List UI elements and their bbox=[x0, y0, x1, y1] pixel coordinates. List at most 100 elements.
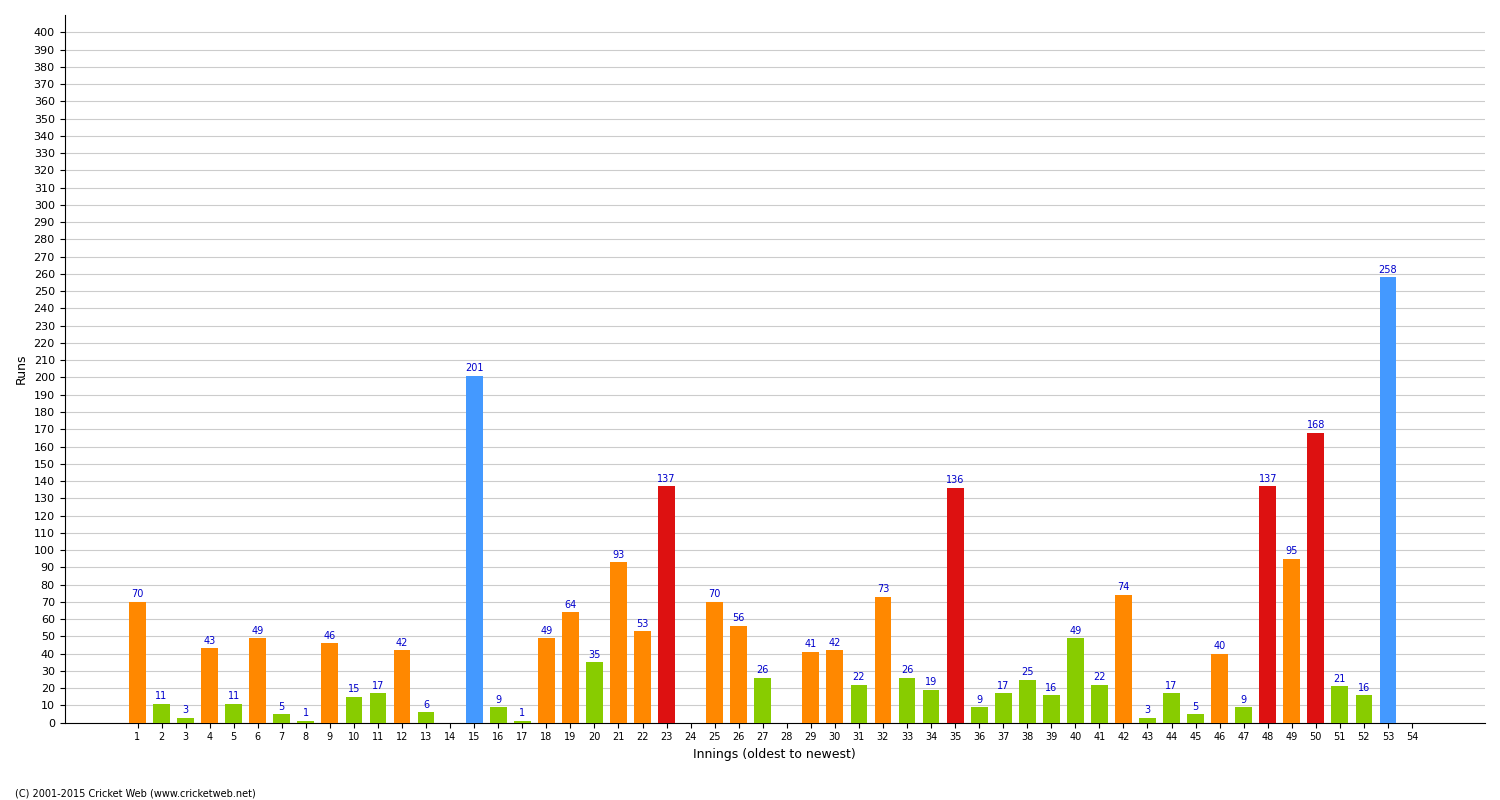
Bar bbox=[994, 694, 1011, 722]
Bar bbox=[827, 650, 843, 722]
Text: 70: 70 bbox=[132, 590, 144, 599]
Text: 17: 17 bbox=[372, 681, 384, 690]
Text: 17: 17 bbox=[1166, 681, 1178, 690]
Bar bbox=[1210, 654, 1228, 722]
Bar bbox=[225, 704, 242, 722]
Bar bbox=[610, 562, 627, 722]
Bar bbox=[1042, 695, 1059, 722]
Text: 201: 201 bbox=[465, 363, 483, 373]
Text: 9: 9 bbox=[1240, 694, 1246, 705]
Text: 16: 16 bbox=[1046, 682, 1058, 693]
Bar bbox=[730, 626, 747, 722]
Bar bbox=[466, 376, 483, 722]
Text: 95: 95 bbox=[1286, 546, 1298, 556]
Text: 56: 56 bbox=[732, 614, 746, 623]
Text: 49: 49 bbox=[540, 626, 552, 635]
Bar bbox=[201, 649, 217, 722]
Bar bbox=[129, 602, 146, 722]
Bar bbox=[1138, 718, 1156, 722]
Text: 137: 137 bbox=[1258, 474, 1276, 484]
Text: 11: 11 bbox=[228, 691, 240, 701]
Text: 168: 168 bbox=[1306, 420, 1324, 430]
Text: 15: 15 bbox=[348, 684, 360, 694]
Text: 74: 74 bbox=[1118, 582, 1130, 592]
Text: 35: 35 bbox=[588, 650, 600, 660]
Text: 22: 22 bbox=[852, 672, 865, 682]
Bar bbox=[802, 652, 819, 722]
Bar bbox=[970, 707, 987, 722]
Text: 21: 21 bbox=[1334, 674, 1346, 684]
Text: 9: 9 bbox=[976, 694, 982, 705]
Bar bbox=[1066, 638, 1084, 722]
Bar bbox=[514, 721, 531, 722]
Text: 5: 5 bbox=[1192, 702, 1198, 711]
Text: 26: 26 bbox=[756, 666, 770, 675]
Text: 5: 5 bbox=[279, 702, 285, 711]
Text: 1: 1 bbox=[303, 709, 309, 718]
Bar bbox=[273, 714, 290, 722]
Text: 49: 49 bbox=[1070, 626, 1082, 635]
Bar bbox=[249, 638, 266, 722]
Text: 53: 53 bbox=[636, 618, 648, 629]
Text: 25: 25 bbox=[1022, 667, 1034, 677]
Text: 137: 137 bbox=[657, 474, 676, 484]
Text: 16: 16 bbox=[1358, 682, 1370, 693]
Text: 258: 258 bbox=[1378, 265, 1398, 274]
Bar bbox=[393, 650, 411, 722]
Bar bbox=[1284, 558, 1300, 722]
Bar bbox=[850, 685, 867, 722]
Bar bbox=[1090, 685, 1108, 722]
Text: 40: 40 bbox=[1214, 641, 1225, 651]
Bar bbox=[1332, 686, 1348, 722]
Text: 93: 93 bbox=[612, 550, 624, 560]
Text: 43: 43 bbox=[204, 636, 216, 646]
Text: 70: 70 bbox=[708, 590, 722, 599]
Bar bbox=[1114, 595, 1132, 722]
Bar bbox=[321, 643, 339, 722]
Bar bbox=[946, 488, 963, 722]
Bar bbox=[297, 721, 315, 722]
Y-axis label: Runs: Runs bbox=[15, 354, 28, 384]
Text: 3: 3 bbox=[183, 705, 189, 715]
Bar bbox=[1162, 694, 1180, 722]
Bar bbox=[177, 718, 194, 722]
Bar bbox=[1236, 707, 1252, 722]
Text: 22: 22 bbox=[1094, 672, 1106, 682]
Text: 11: 11 bbox=[156, 691, 168, 701]
Bar bbox=[1380, 278, 1396, 722]
Text: 42: 42 bbox=[396, 638, 408, 648]
Bar bbox=[153, 704, 170, 722]
Text: 46: 46 bbox=[324, 630, 336, 641]
Text: (C) 2001-2015 Cricket Web (www.cricketweb.net): (C) 2001-2015 Cricket Web (www.cricketwe… bbox=[15, 788, 255, 798]
Bar bbox=[490, 707, 507, 722]
Bar bbox=[417, 712, 435, 722]
Bar bbox=[1186, 714, 1204, 722]
Text: 136: 136 bbox=[946, 475, 964, 486]
X-axis label: Innings (oldest to newest): Innings (oldest to newest) bbox=[693, 748, 856, 761]
Bar bbox=[345, 697, 363, 722]
Text: 19: 19 bbox=[926, 678, 938, 687]
Bar bbox=[1019, 679, 1035, 722]
Bar bbox=[1308, 433, 1324, 722]
Text: 49: 49 bbox=[252, 626, 264, 635]
Bar bbox=[1260, 486, 1276, 722]
Text: 6: 6 bbox=[423, 700, 429, 710]
Bar bbox=[874, 597, 891, 722]
Text: 64: 64 bbox=[564, 600, 576, 610]
Text: 41: 41 bbox=[804, 639, 818, 650]
Bar bbox=[562, 612, 579, 722]
Text: 3: 3 bbox=[1144, 705, 1150, 715]
Bar bbox=[922, 690, 939, 722]
Text: 26: 26 bbox=[902, 666, 914, 675]
Text: 9: 9 bbox=[495, 694, 501, 705]
Bar bbox=[538, 638, 555, 722]
Bar bbox=[706, 602, 723, 722]
Bar bbox=[369, 694, 387, 722]
Bar bbox=[658, 486, 675, 722]
Bar bbox=[898, 678, 915, 722]
Bar bbox=[634, 631, 651, 722]
Text: 73: 73 bbox=[878, 584, 890, 594]
Text: 17: 17 bbox=[998, 681, 1010, 690]
Text: 42: 42 bbox=[828, 638, 842, 648]
Bar bbox=[754, 678, 771, 722]
